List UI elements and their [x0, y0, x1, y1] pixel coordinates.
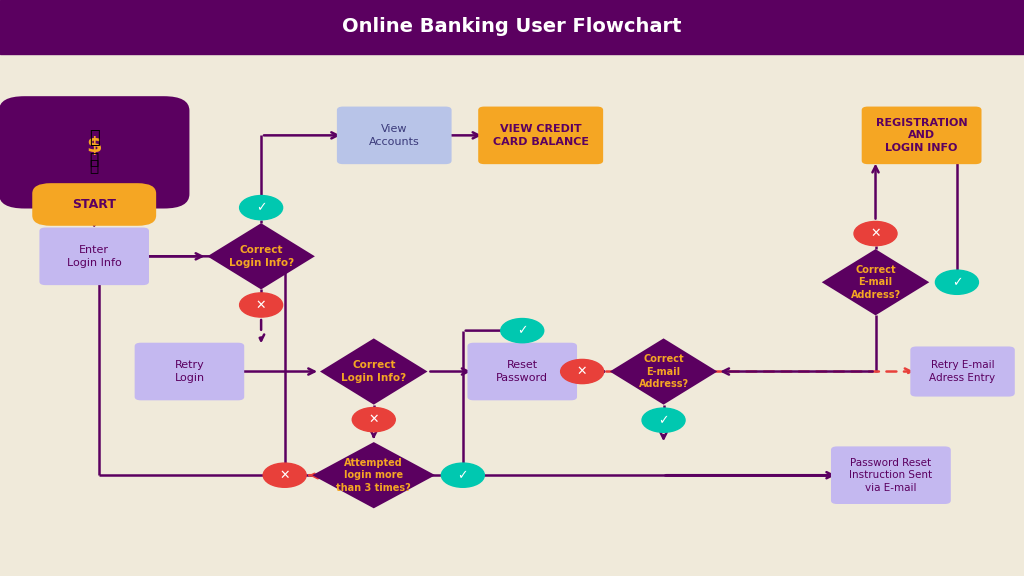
- Text: ✕: ✕: [280, 469, 290, 482]
- Text: Retry
Login: Retry Login: [174, 361, 205, 382]
- Text: Password Reset
Instruction Sent
via E-mail: Password Reset Instruction Sent via E-ma…: [849, 458, 933, 492]
- Polygon shape: [610, 339, 717, 405]
- Text: ✓: ✓: [458, 469, 468, 482]
- FancyBboxPatch shape: [33, 183, 156, 226]
- Text: ✓: ✓: [517, 324, 527, 337]
- FancyBboxPatch shape: [831, 446, 950, 504]
- Bar: [0, 0, 1024, 54]
- Circle shape: [263, 463, 306, 487]
- Circle shape: [561, 359, 604, 384]
- FancyBboxPatch shape: [39, 228, 150, 285]
- Text: $: $: [86, 136, 102, 156]
- Circle shape: [854, 221, 897, 245]
- Text: Reset
Password: Reset Password: [497, 361, 548, 382]
- FancyBboxPatch shape: [337, 107, 452, 164]
- Text: Correct
Login Info?: Correct Login Info?: [341, 361, 407, 382]
- FancyBboxPatch shape: [478, 107, 603, 164]
- Text: Enter
Login Info: Enter Login Info: [67, 245, 122, 267]
- Circle shape: [352, 408, 395, 432]
- Circle shape: [642, 408, 685, 432]
- Text: 💰: 💰: [89, 129, 99, 147]
- FancyBboxPatch shape: [862, 107, 981, 164]
- FancyBboxPatch shape: [467, 343, 578, 400]
- Text: Online Banking User Flowchart: Online Banking User Flowchart: [342, 17, 682, 36]
- Text: View
Accounts: View Accounts: [369, 124, 420, 146]
- Circle shape: [240, 196, 283, 219]
- Text: Attempted
login more
than 3 times?: Attempted login more than 3 times?: [337, 458, 411, 492]
- Polygon shape: [312, 442, 435, 509]
- Circle shape: [501, 319, 544, 343]
- Text: Correct
E-mail
Address?: Correct E-mail Address?: [639, 354, 688, 389]
- Text: REGISTRATION
AND
LOGIN INFO: REGISTRATION AND LOGIN INFO: [876, 118, 968, 153]
- Text: ✓: ✓: [951, 276, 963, 289]
- Polygon shape: [319, 339, 428, 405]
- FancyBboxPatch shape: [135, 343, 244, 400]
- Polygon shape: [38, 117, 151, 188]
- Text: ✕: ✕: [870, 227, 881, 240]
- FancyBboxPatch shape: [0, 96, 189, 209]
- Polygon shape: [821, 249, 930, 316]
- Circle shape: [936, 270, 979, 294]
- Circle shape: [441, 463, 484, 487]
- FancyBboxPatch shape: [910, 347, 1015, 396]
- Text: 📱: 📱: [90, 152, 98, 167]
- Text: ✕: ✕: [577, 365, 588, 378]
- Text: ✓: ✓: [658, 414, 669, 427]
- Circle shape: [240, 293, 283, 317]
- Text: ✓: ✓: [256, 201, 266, 214]
- Text: START: START: [73, 198, 116, 211]
- Text: 📱: 📱: [90, 160, 98, 175]
- Text: Retry E-mail
Adress Entry: Retry E-mail Adress Entry: [930, 361, 995, 382]
- Text: Correct
Login Info?: Correct Login Info?: [228, 245, 294, 267]
- Text: ✕: ✕: [369, 413, 379, 426]
- Text: VIEW CREDIT
CARD BALANCE: VIEW CREDIT CARD BALANCE: [493, 124, 589, 146]
- Text: Correct
E-mail
Address?: Correct E-mail Address?: [851, 265, 900, 300]
- Polygon shape: [207, 223, 315, 289]
- Text: ✕: ✕: [256, 298, 266, 312]
